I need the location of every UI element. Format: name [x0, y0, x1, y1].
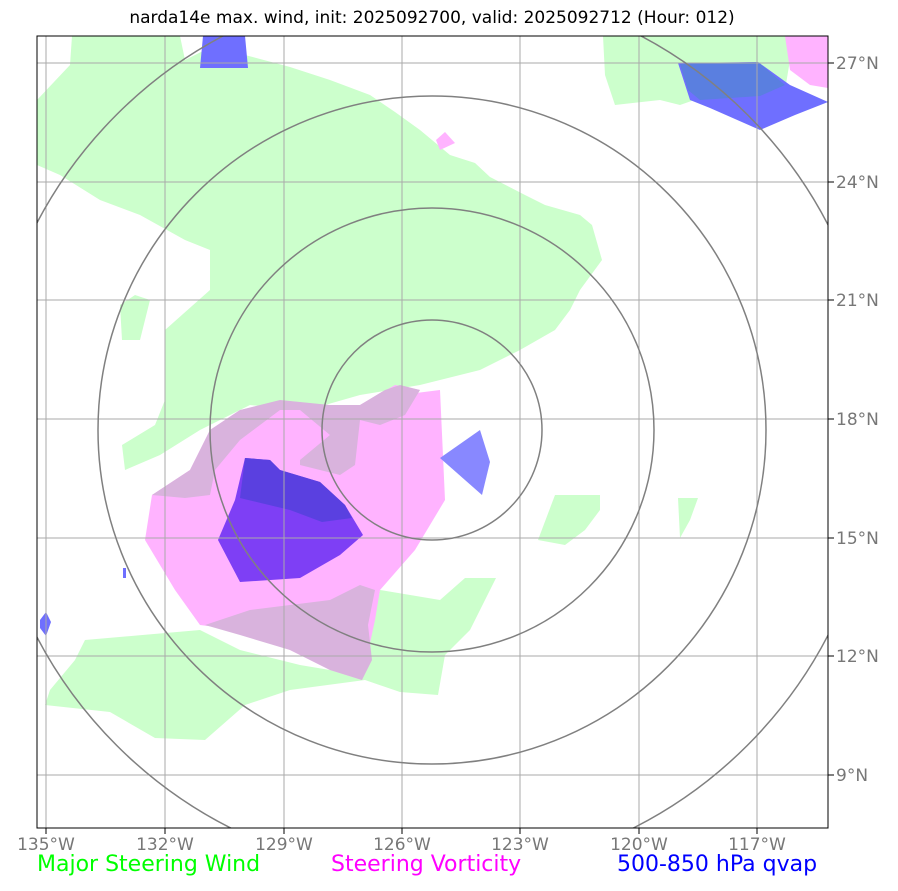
graticule	[37, 36, 828, 828]
legend-steering-wind: Major Steering Wind	[37, 852, 261, 877]
map-title: narda14e max. wind, init: 2025092700, va…	[129, 8, 735, 28]
range-ring-2	[209, 207, 655, 653]
lon-label: 129°W	[255, 835, 313, 855]
lon-label: 126°W	[373, 835, 431, 855]
lon-label: 117°W	[728, 835, 786, 855]
vorticity-area-dark-west	[152, 385, 420, 498]
lat-label: 9°N	[836, 766, 868, 786]
vorticity-area-small	[436, 132, 455, 150]
qvap-areas	[40, 36, 828, 636]
qvap-area-core-dark	[240, 458, 352, 522]
qvap-area-north	[200, 36, 248, 68]
lon-label: 120°W	[610, 835, 668, 855]
legend-qvap: 500-850 hPa qvap	[617, 852, 818, 877]
lat-label: 27°N	[836, 54, 879, 74]
wind-area-main	[37, 36, 602, 470]
lat-label: 24°N	[836, 173, 879, 193]
wind-area-west-patch	[120, 295, 150, 340]
range-ring-3	[97, 95, 767, 765]
longitude-labels: 135°W 132°W 129°W 126°W 123°W 120°W 117°…	[17, 835, 786, 855]
qvap-area-tiny	[123, 568, 126, 578]
qvap-area-northeast-dark	[680, 62, 785, 100]
range-rings	[37, 36, 828, 828]
steering-wind-areas	[37, 36, 790, 740]
lon-label: 123°W	[491, 835, 549, 855]
lon-label: 132°W	[136, 835, 194, 855]
lat-label: 18°N	[836, 410, 879, 430]
wind-area-east-patch	[538, 495, 600, 545]
tick-marks	[45, 62, 834, 834]
range-ring-1	[321, 319, 543, 541]
plot-frame	[36, 35, 829, 829]
latitude-labels: 27°N 24°N 21°N 18°N 15°N 12°N 9°N	[836, 54, 879, 786]
lat-label: 12°N	[836, 647, 879, 667]
qvap-area-center	[440, 430, 490, 495]
vorticity-area-northeast	[785, 36, 828, 88]
wind-area-south	[45, 578, 496, 740]
lat-label: 21°N	[836, 291, 879, 311]
legend-steering-vorticity: Steering Vorticity	[331, 852, 522, 877]
wind-area-far-east-patch	[678, 498, 698, 538]
lat-label: 15°N	[836, 529, 879, 549]
lon-label: 135°W	[17, 835, 75, 855]
